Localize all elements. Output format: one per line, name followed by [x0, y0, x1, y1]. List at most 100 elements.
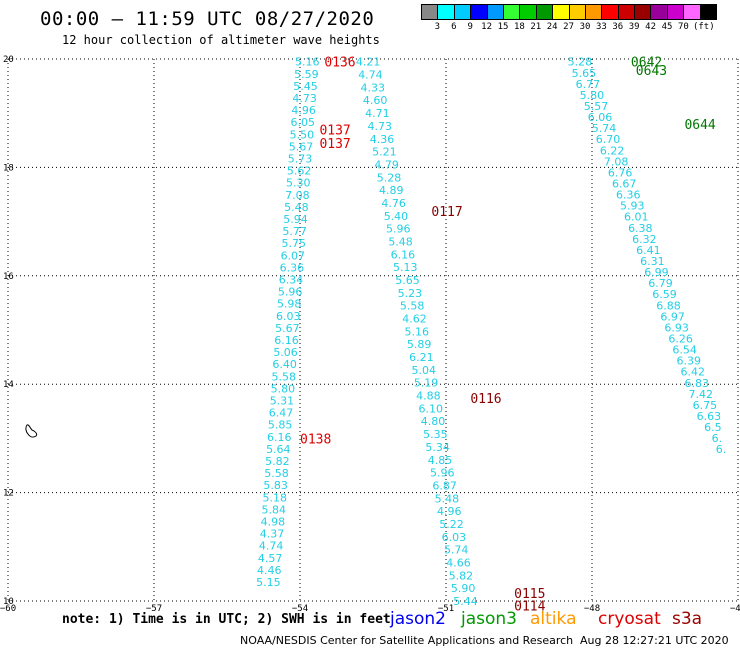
wave-height-label: 4.98 — [261, 516, 286, 529]
wave-height-label: 5.89 — [407, 338, 432, 351]
legend-label: 30 — [579, 22, 591, 32]
wave-height-label: 5.48 — [435, 492, 460, 505]
x-tick-label: −51 — [438, 604, 454, 614]
pass-time-annotation: 0642 — [631, 56, 662, 71]
wave-height-label: 5.48 — [388, 235, 413, 248]
y-tick-label: 10 — [3, 597, 14, 607]
wave-height-label: 6.88 — [656, 299, 681, 312]
legend-label: 36 — [612, 22, 624, 32]
satellite-cryosat: cryosat — [598, 609, 661, 629]
wave-height-label: 5.96 — [430, 467, 455, 480]
wave-height-label: 4.37 — [260, 528, 285, 541]
y-tick-label: 14 — [3, 380, 14, 390]
wave-height-label: 6.10 — [418, 402, 443, 415]
y-tick-label: 12 — [3, 489, 14, 499]
wave-height-label: 6.03 — [276, 310, 301, 323]
pass-time-annotation: 0116 — [470, 392, 501, 407]
wave-height-label: 5.13 — [393, 261, 418, 274]
legend-label: 42 — [645, 22, 657, 32]
wave-height-label: 5.15 — [256, 576, 281, 589]
legend-swatches — [421, 4, 718, 20]
wave-height-label: 5.85 — [268, 419, 293, 432]
wave-height-label: 6.63 — [697, 410, 722, 423]
wave-height-label: 5.80 — [271, 382, 296, 395]
wave-height-label: 5.23 — [398, 287, 423, 300]
wave-height-label: 5.57 — [584, 100, 609, 113]
x-tick-label: −54 — [292, 604, 308, 614]
wave-height-label: 5.62 — [287, 165, 312, 178]
grid — [7, 58, 739, 602]
wave-height-label: 6.16 — [267, 431, 292, 444]
wave-height-label: 4.66 — [446, 556, 471, 569]
legend-swatch — [699, 4, 718, 20]
wave-height-label: 6.07 — [281, 249, 306, 262]
pass-time-annotation: 0137 — [319, 123, 350, 138]
wave-height-label: 6.26 — [668, 333, 693, 346]
wave-height-label: 4.89 — [379, 184, 404, 197]
wave-height-label: 5.58 — [400, 300, 425, 313]
wave-height-label: 6.54 — [672, 344, 697, 357]
legend-label: 9 — [467, 22, 473, 32]
wave-height-label: 6.83 — [685, 377, 710, 390]
wave-height-label: 5.83 — [263, 479, 288, 492]
wave-height-label: 6.40 — [272, 358, 297, 371]
wave-height-label: 6.03 — [442, 531, 467, 544]
wave-height-label: 6.70 — [596, 133, 621, 146]
pass-time-annotation: 0137 — [319, 137, 350, 152]
x-tick-label: −45 — [730, 604, 740, 614]
wave-height-label: 5.44 — [453, 595, 478, 608]
wave-height-label: 4.36 — [370, 133, 395, 146]
legend-label: 33 — [595, 22, 607, 32]
wave-height-label: 6.77 — [576, 78, 601, 91]
wave-height-label: 6.05 — [291, 116, 316, 129]
pass-time-annotation: 0136 — [324, 56, 355, 71]
wave-height-label: 5.67 — [275, 322, 300, 335]
data-labels: 5.165.595.454.734.966.055.505.675.735.62… — [256, 56, 726, 615]
wave-height-label: 4.76 — [381, 197, 406, 210]
wave-height-label: 5.19 — [414, 377, 439, 390]
wave-height-label: 6.31 — [640, 255, 665, 268]
wave-height-label: 5.74 — [592, 122, 617, 135]
wave-height-label: 5.75 — [281, 237, 306, 250]
wave-height-label: 5.21 — [372, 146, 397, 159]
wave-height-label: 5.65 — [395, 274, 420, 287]
wave-height-label: 5.77 — [282, 225, 307, 238]
wave-height-label: 6.36 — [280, 261, 305, 274]
wave-height-label: 5.22 — [439, 518, 464, 531]
x-tick-label: −60 — [0, 604, 16, 614]
legend-label: 21 — [530, 22, 542, 32]
axis-ticks: −60 −57 −54 −51 −48 −45 10 12 14 16 18 20 — [0, 55, 740, 614]
wave-height-label: 6.21 — [409, 351, 434, 364]
wave-height-label: 7.42 — [689, 388, 714, 401]
wave-height-label: 6.42 — [680, 366, 705, 379]
wave-height-label: 4.57 — [258, 552, 283, 565]
pass-time-annotation: 0117 — [431, 205, 462, 220]
wave-height-label: 4.62 — [402, 313, 427, 326]
wave-height-label: 7.08 — [285, 189, 310, 202]
legend-label: 70 — [677, 22, 689, 32]
wave-height-label: 5.94 — [283, 213, 308, 226]
wave-height-label: 5.84 — [262, 503, 287, 516]
wave-height-label: 5.40 — [384, 210, 409, 223]
wave-height-label: 7.08 — [604, 155, 629, 168]
wave-height-label: 6.59 — [652, 288, 677, 301]
x-tick-label: −57 — [146, 604, 162, 614]
wave-height-label: 4.80 — [421, 415, 446, 428]
pass-time-annotation: 0643 — [636, 64, 667, 79]
legend-label: 15 — [497, 22, 509, 32]
wave-height-label: 6.5 — [704, 421, 722, 434]
wave-height-label: 6.36 — [616, 189, 641, 202]
wave-height-label: 5.16 — [405, 325, 430, 338]
wave-height-label: 4.74 — [259, 540, 284, 553]
wave-height-label: 5.58 — [272, 370, 297, 383]
wave-height-label: 6.79 — [648, 277, 673, 290]
satellite-jason2: jason2 — [390, 609, 446, 629]
wave-height-label: 5.28 — [377, 171, 402, 184]
wave-height-label: 5.64 — [266, 443, 291, 456]
wave-height-label: 4.60 — [363, 94, 388, 107]
wave-height-label: 4.73 — [292, 92, 317, 105]
wave-height-label: 6.34 — [279, 274, 304, 287]
wave-height-label: 5.45 — [293, 80, 318, 93]
wave-height-label: 5.80 — [580, 89, 605, 102]
wave-height-label: 5.48 — [284, 201, 309, 214]
